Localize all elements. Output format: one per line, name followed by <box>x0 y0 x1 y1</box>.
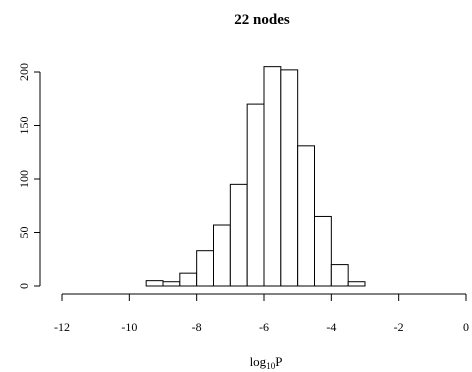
histogram-bar <box>162 281 181 287</box>
histogram-bar <box>297 145 315 287</box>
y-tick-label: 100 <box>17 170 31 188</box>
y-tick-label: 150 <box>17 117 31 135</box>
histogram-bar <box>280 69 299 287</box>
histogram-bar <box>263 66 282 287</box>
histogram-bar <box>314 215 332 287</box>
x-tick-label: -6 <box>259 320 269 334</box>
histogram-bar <box>213 224 231 287</box>
y-tick-label: 200 <box>17 63 31 81</box>
x-tick-label: -12 <box>54 320 70 334</box>
histogram-bars <box>145 66 366 287</box>
x-tick-label: -2 <box>394 320 404 334</box>
histogram-bar <box>330 264 349 287</box>
histogram-bar <box>196 250 215 287</box>
x-axis-title: log10P <box>250 354 283 371</box>
x-tick-label: -10 <box>121 320 137 334</box>
x-tick-label: -4 <box>326 320 336 334</box>
x-axis: -12 -10 -8 -6 -4 -2 0 <box>54 293 469 334</box>
chart-title: 22 nodes <box>234 12 290 28</box>
histogram-bar <box>246 103 265 287</box>
y-tick-label: 50 <box>17 227 31 239</box>
histogram-bar <box>229 183 248 287</box>
histogram-bar <box>179 272 198 287</box>
histogram-bar <box>347 281 366 287</box>
y-axis: 0 50 100 150 200 <box>17 63 41 289</box>
y-tick-label: 0 <box>17 283 31 289</box>
x-tick-label: 0 <box>463 320 469 334</box>
x-tick-label: -8 <box>192 320 202 334</box>
histogram-bar <box>145 280 164 287</box>
